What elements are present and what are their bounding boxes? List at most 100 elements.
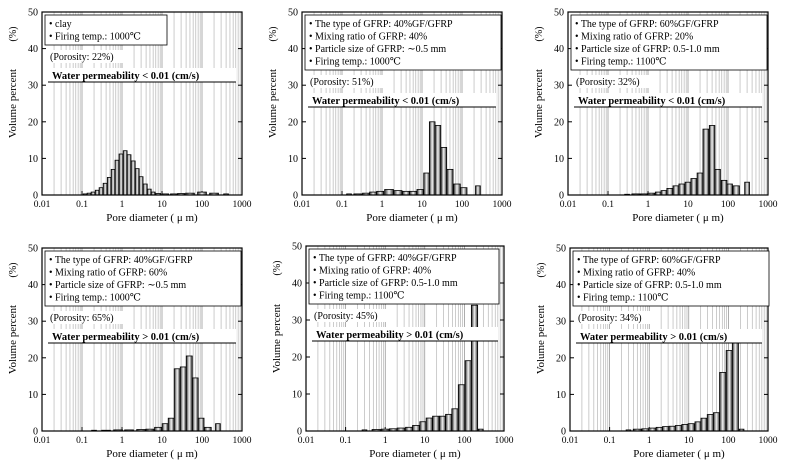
chart-panel-top-middle: 0 10 20 30 40 50 0.01 0.1 1 10 100 1000 • The type o… [267, 8, 512, 225]
bar [451, 408, 459, 432]
porosity-bg [48, 311, 130, 324]
bar [719, 372, 727, 432]
bar [702, 128, 710, 196]
bar [428, 121, 436, 196]
x-tick-label: 0.01 [298, 436, 315, 446]
x-tick-label: 10 [157, 200, 167, 210]
y-axis-title: Volume percent [7, 69, 19, 138]
legend-entry: • The type of GFRP: 40%GF/GFRP [313, 253, 457, 264]
x-tick-label: 1 [383, 436, 388, 446]
plot-frame [569, 247, 769, 432]
y-tick-label: 40 [288, 44, 298, 55]
x-tick-label: 0.01 [294, 200, 311, 210]
y-tick-label: 40 [28, 280, 38, 291]
x-tick-label: 10 [683, 200, 693, 210]
legend-entry: • The type of GFRP: 60%GF/GFRP [577, 255, 721, 266]
bar [459, 187, 468, 196]
permeability-label: Water permeability < 0.01 (cm/s) [312, 96, 460, 107]
x-axis-title: Pore diameter ( μ m) [369, 448, 461, 460]
x-tick-label: 1 [120, 200, 125, 210]
x-tick-label: 1000 [759, 436, 778, 446]
bar [674, 425, 683, 432]
porosity-label: (Porosity: 34%) [578, 313, 642, 324]
bar [412, 425, 420, 432]
bar [696, 172, 704, 196]
x-tick-label: 100 [721, 436, 736, 446]
chart-panel-bottom-middle: 0 10 20 30 40 50 0.01 0.1 1 10 100 1000 • The type o… [271, 242, 514, 461]
y-tick-label: 20 [288, 117, 298, 128]
permeability-bg [576, 329, 762, 343]
legend-entry: • Particle size of GFRP: ∼0.5 mm [49, 280, 186, 291]
permeability-bg [48, 68, 236, 82]
y-tick-label: 30 [292, 316, 302, 327]
bar [672, 185, 680, 196]
bar [425, 417, 433, 432]
bar [446, 168, 454, 196]
x-tick-label: 1 [646, 200, 651, 210]
x-tick-label: 1 [647, 436, 652, 446]
plot-frame [305, 245, 505, 432]
bar [660, 190, 668, 196]
bar [731, 331, 739, 432]
legend-box [44, 250, 242, 307]
y-tick-label: 20 [292, 353, 302, 364]
chart-panel-bottom-right: 0 10 20 30 40 50 0.01 0.1 1 10 100 1000 • The type o… [535, 244, 778, 461]
permeability-bg [48, 329, 236, 343]
bar [134, 168, 140, 196]
legend-box [44, 14, 168, 46]
bar [744, 181, 750, 196]
legend-box [308, 248, 500, 305]
permeability-bg [312, 327, 498, 341]
bar [687, 423, 695, 432]
x-tick-label: 1 [380, 200, 385, 210]
porosity-bg [48, 50, 130, 63]
bar [684, 181, 692, 196]
bar [440, 147, 448, 196]
bar [470, 304, 479, 432]
y-tick-label: 0 [33, 191, 38, 202]
permeability-label: Water permeability < 0.01 (cm/s) [52, 71, 200, 82]
x-tick-label: 0.01 [34, 200, 51, 210]
permeability-bg [308, 93, 496, 107]
x-axis-title: Pore diameter ( μ m) [632, 212, 724, 224]
bar [720, 179, 728, 196]
plot-frame [41, 11, 243, 196]
x-tick-label: 0.1 [336, 200, 348, 210]
y-axis-title: Volume percent [267, 69, 279, 138]
porosity-label: (Porosity: 32%) [576, 77, 640, 88]
legend-entry: • Firing temp.: 1000℃ [49, 293, 141, 304]
y-tick-label: 0 [293, 191, 298, 202]
bar [432, 415, 440, 432]
legend-entry: • Mixing ratio of GFRP: 20% [575, 32, 693, 43]
y-tick-label: 40 [292, 279, 302, 290]
x-tick-label: 0.1 [602, 200, 614, 210]
porosity-bg [574, 75, 656, 88]
legend-box [570, 14, 768, 71]
bar [678, 183, 686, 196]
bar [384, 189, 394, 196]
bar [666, 188, 674, 196]
y-tick-label: 10 [28, 390, 38, 401]
y-tick-label: 50 [292, 242, 302, 253]
chart-panel-bottom-left: 0 10 20 30 40 50 0.01 0.1 1 10 100 1000 • The type o… [7, 244, 252, 461]
x-tick-label: 100 [455, 200, 470, 210]
bar [475, 185, 481, 196]
legend-entry: • Mixing ratio of GFRP: 40% [313, 266, 431, 277]
y-tick-label: 10 [556, 390, 566, 401]
x-axis-title: Pore diameter ( μ m) [106, 448, 198, 460]
x-tick-label: 1 [120, 436, 125, 446]
x-tick-label: 0.1 [76, 200, 88, 210]
y-tick-label: 40 [554, 44, 564, 55]
y-tick-label: 20 [556, 353, 566, 364]
x-tick-label: 100 [721, 200, 736, 210]
y-tick-label: 30 [288, 81, 298, 92]
bar [681, 424, 689, 432]
y-axis-title: Volume percent [535, 305, 547, 374]
porosity-label: (Porosity: 51%) [310, 77, 374, 88]
y-tick-label: 10 [288, 154, 298, 165]
bar [732, 185, 740, 196]
bar [138, 176, 144, 196]
bar [423, 172, 430, 196]
bar [457, 384, 466, 432]
